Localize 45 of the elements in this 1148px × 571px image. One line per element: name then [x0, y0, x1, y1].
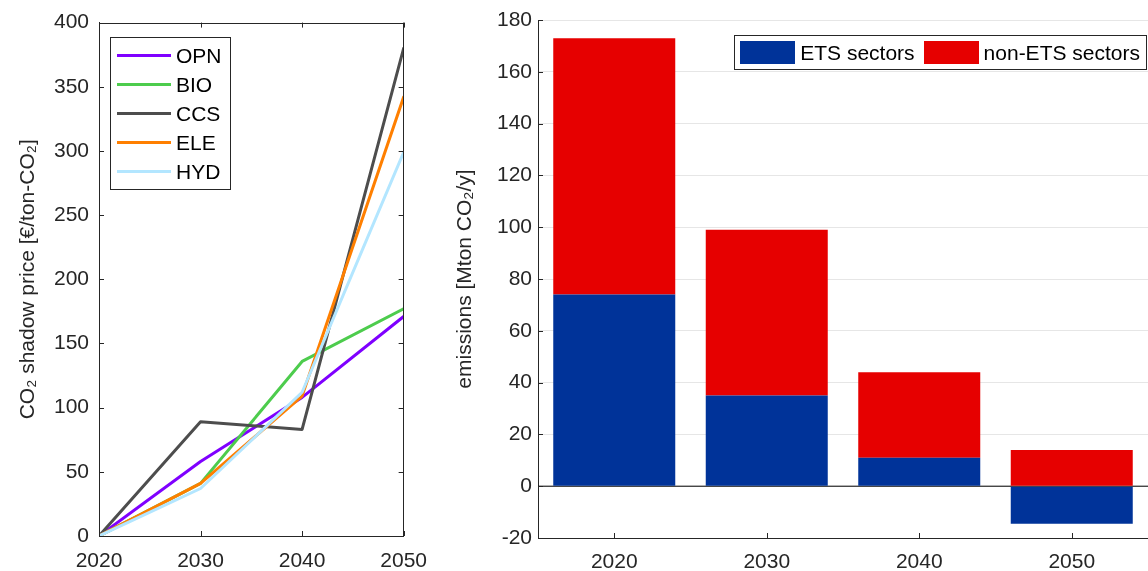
y-tick-label: 160 — [496, 58, 532, 82]
y-tick-label: 180 — [496, 6, 532, 30]
y-tick-label: 150 — [53, 330, 89, 354]
y-tick-label: 140 — [496, 110, 532, 134]
legend-label: BIO — [176, 72, 213, 96]
x-tick-label: 2030 — [177, 548, 224, 571]
y-tick-label: -20 — [501, 524, 532, 548]
x-tick-label: 2050 — [380, 548, 427, 571]
y-tick-label: 20 — [508, 421, 532, 445]
y-tick-label: 40 — [508, 369, 532, 393]
x-tick-label: 2040 — [895, 549, 943, 571]
y-tick-label: 100 — [53, 394, 89, 418]
y-tick-label: 50 — [65, 458, 89, 482]
x-tick-label: 2020 — [590, 549, 638, 571]
legend-label: OPN — [176, 43, 222, 67]
bar — [705, 395, 828, 486]
y-tick-label: 400 — [53, 9, 89, 33]
y-tick-label: 350 — [53, 73, 89, 97]
legend-label: non-ETS sectors — [983, 41, 1140, 64]
y-tick-label: 300 — [53, 137, 89, 161]
y-tick-label: 120 — [496, 162, 532, 186]
y-tick-label: 200 — [53, 266, 89, 290]
y-tick-label: 250 — [53, 201, 89, 225]
x-tick-label: 2040 — [278, 548, 326, 571]
y-tick-label: 0 — [520, 473, 532, 496]
legend-label: ELE — [176, 130, 216, 154]
bar — [1010, 486, 1133, 524]
bar — [553, 294, 676, 486]
x-tick-label: 2030 — [743, 549, 791, 571]
y-tick-label: 0 — [77, 522, 89, 546]
y-axis-title: CO₂ shadow price [€/ton-CO₂] — [15, 139, 39, 420]
y-axis-title: emissions [Mton CO₂/y] — [452, 169, 476, 389]
x-tick-label: 2050 — [1048, 549, 1096, 571]
legend-label: ETS sectors — [800, 41, 915, 64]
legend-label: HYD — [176, 159, 221, 183]
y-tick-label: 60 — [508, 317, 532, 341]
legend-label: CCS — [176, 101, 221, 125]
bar — [553, 38, 676, 295]
y-tick-label: 100 — [496, 214, 532, 237]
bar — [858, 372, 981, 458]
bar — [705, 229, 828, 396]
x-tick-label: 2020 — [75, 548, 123, 571]
bar — [858, 457, 981, 486]
y-tick-label: 80 — [508, 265, 532, 289]
bar — [1010, 449, 1133, 486]
